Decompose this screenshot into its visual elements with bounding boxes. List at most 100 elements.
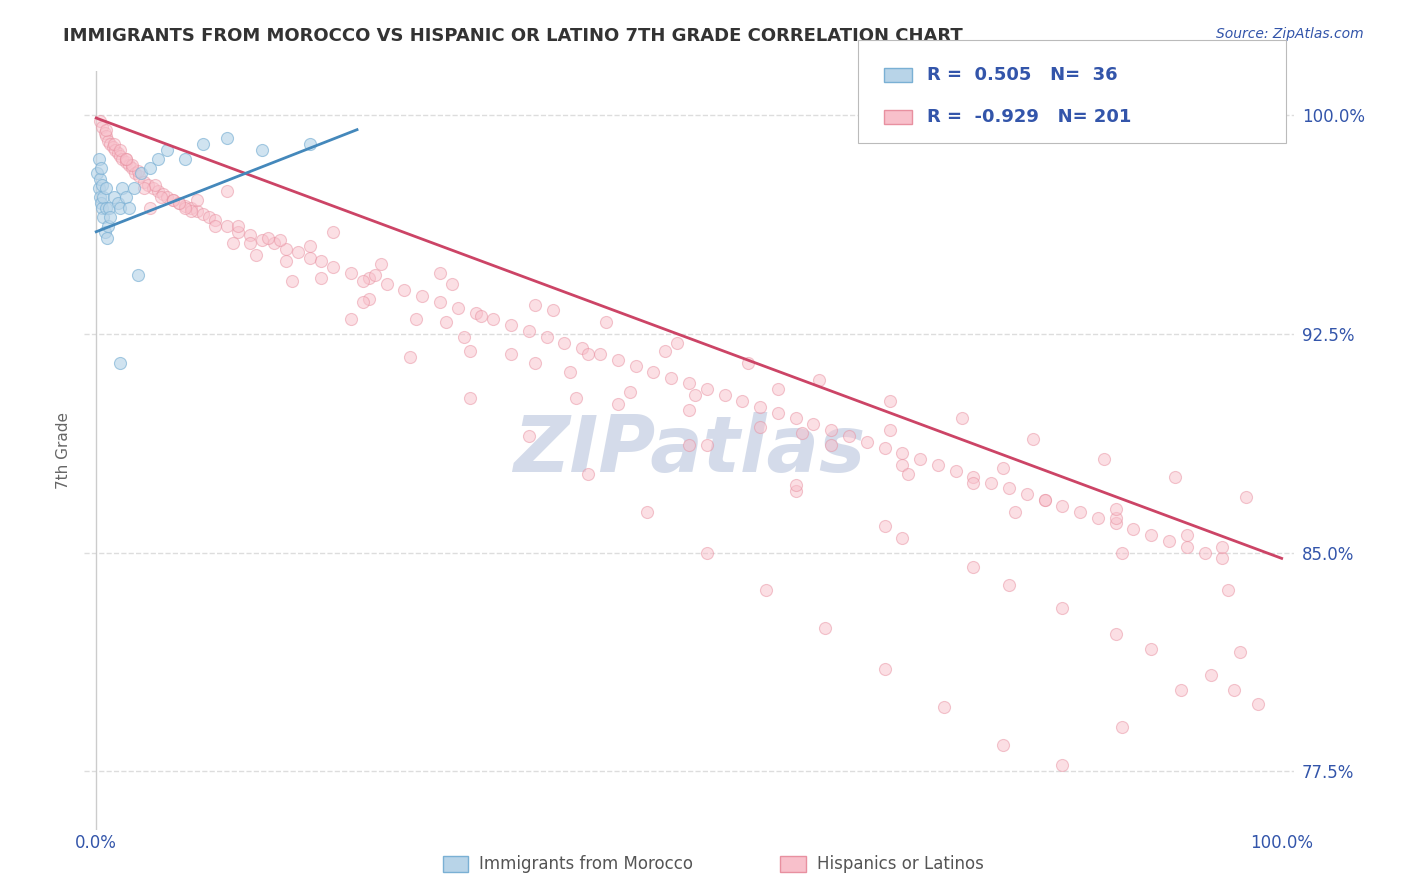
Point <box>458 344 481 359</box>
Point <box>1105 510 1128 524</box>
Point <box>1140 528 1163 542</box>
Text: Hispanics or Latinos: Hispanics or Latinos <box>817 855 984 873</box>
Point <box>89 172 111 186</box>
Point <box>440 277 463 292</box>
Point <box>1122 522 1144 536</box>
Point <box>785 484 807 499</box>
Point <box>666 335 689 350</box>
Point <box>1087 510 1109 524</box>
Point <box>245 248 267 262</box>
Point <box>523 356 546 370</box>
Point <box>250 234 273 248</box>
Point <box>1218 583 1240 598</box>
Point <box>1234 490 1257 504</box>
Point <box>215 131 238 145</box>
Point <box>104 143 127 157</box>
Point <box>257 230 280 244</box>
Point <box>156 143 179 157</box>
Point <box>132 175 155 189</box>
Point <box>198 210 221 224</box>
Point <box>204 213 226 227</box>
Point <box>536 329 558 343</box>
Point <box>1022 432 1045 446</box>
Point <box>97 134 120 148</box>
Point <box>90 161 112 175</box>
Point <box>263 236 285 251</box>
Point <box>891 531 914 545</box>
Point <box>167 195 190 210</box>
Point <box>589 347 612 361</box>
Point <box>678 402 700 417</box>
Point <box>1175 528 1198 542</box>
Point <box>228 225 250 239</box>
Point <box>103 137 125 152</box>
Point <box>950 411 973 425</box>
Point <box>174 152 197 166</box>
Text: ZIPatlas: ZIPatlas <box>513 412 865 489</box>
Point <box>659 370 682 384</box>
Point <box>145 178 167 192</box>
Point <box>453 329 475 343</box>
Point <box>138 161 160 175</box>
Point <box>766 405 789 419</box>
Text: Immigrants from Morocco: Immigrants from Morocco <box>479 855 693 873</box>
Point <box>678 437 700 451</box>
Point <box>311 253 333 268</box>
Point <box>215 219 238 233</box>
Point <box>1015 487 1038 501</box>
Point <box>814 621 837 635</box>
Point <box>162 193 184 207</box>
Point <box>121 161 143 175</box>
Point <box>191 207 214 221</box>
Point <box>755 583 778 598</box>
Point <box>142 181 165 195</box>
Point <box>174 202 197 216</box>
Point <box>298 137 321 152</box>
Point <box>129 166 152 180</box>
Point <box>108 143 131 157</box>
Point <box>749 400 772 414</box>
Point <box>115 152 138 166</box>
Point <box>156 190 179 204</box>
Point <box>370 257 392 271</box>
Point <box>132 181 155 195</box>
Point <box>1069 505 1091 519</box>
Point <box>1170 682 1192 697</box>
Point <box>411 289 433 303</box>
Point <box>891 446 914 460</box>
Point <box>429 266 451 280</box>
Point <box>1175 540 1198 554</box>
Point <box>1157 533 1180 548</box>
Point <box>287 245 309 260</box>
Point <box>167 195 190 210</box>
Point <box>86 166 108 180</box>
Point <box>1033 493 1056 508</box>
Point <box>118 202 141 216</box>
Point <box>879 423 901 437</box>
Point <box>1164 469 1187 483</box>
Point <box>523 298 546 312</box>
Point <box>311 271 333 285</box>
Point <box>1211 551 1233 566</box>
Point <box>204 219 226 233</box>
Point <box>215 184 238 198</box>
Point <box>565 391 588 405</box>
Point <box>553 335 575 350</box>
Point <box>322 260 344 274</box>
Point <box>1111 721 1133 735</box>
Point <box>1092 452 1115 467</box>
Point <box>643 365 665 379</box>
Point <box>434 315 457 329</box>
Point <box>87 181 110 195</box>
Point <box>128 169 150 184</box>
Point <box>94 202 117 216</box>
Point <box>571 342 593 356</box>
Point <box>146 184 169 198</box>
Point <box>820 423 842 437</box>
Point <box>785 478 807 492</box>
Point <box>749 420 772 434</box>
Point <box>91 178 114 192</box>
Point <box>97 219 120 233</box>
Point <box>737 356 759 370</box>
Point <box>731 393 754 408</box>
